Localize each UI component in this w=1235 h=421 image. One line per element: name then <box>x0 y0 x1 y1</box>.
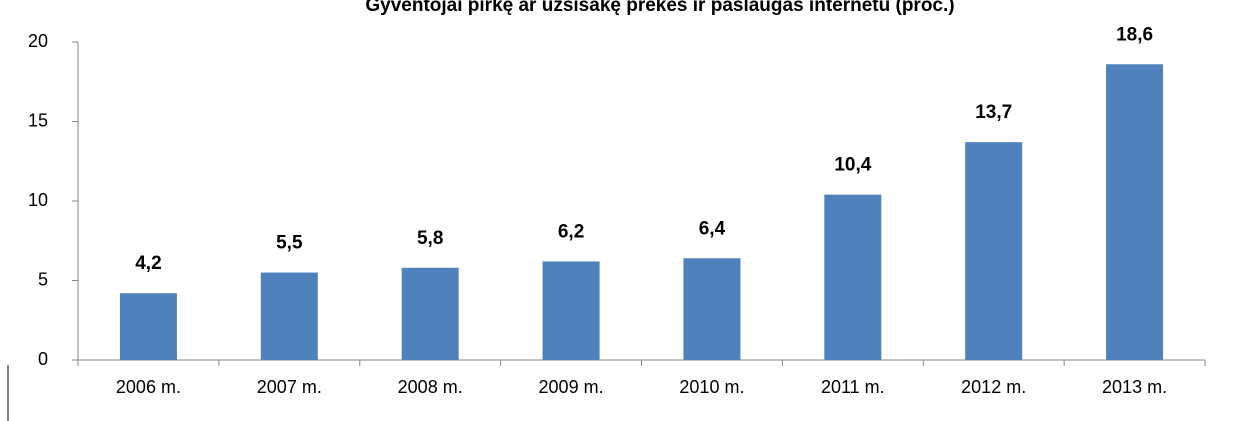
y-tick-label: 5 <box>38 269 48 289</box>
x-tick-label: 2009 m. <box>539 377 604 397</box>
value-label: 5,5 <box>276 233 303 254</box>
bar <box>119 293 177 360</box>
value-label: 10,4 <box>834 155 871 176</box>
bar <box>683 258 741 360</box>
bar <box>1106 64 1164 360</box>
y-tick-label: 10 <box>28 190 48 210</box>
value-label: 6,4 <box>699 218 726 239</box>
value-label: 4,2 <box>135 253 161 274</box>
y-tick-label: 15 <box>28 110 48 130</box>
value-label: 6,2 <box>558 221 584 242</box>
bar <box>824 194 882 360</box>
x-tick-label: 2011 m. <box>821 377 885 397</box>
bar <box>965 142 1023 360</box>
chart-title: Gyventojai pirkę ar užsisakę prekes ir p… <box>365 0 954 16</box>
value-label: 13,7 <box>975 102 1012 123</box>
value-label: 5,8 <box>417 228 443 249</box>
bar <box>542 261 600 360</box>
bar <box>260 272 318 360</box>
bar <box>401 267 459 360</box>
x-tick-label: 2013 m. <box>1102 377 1167 397</box>
y-tick-label: 20 <box>28 31 48 51</box>
x-tick-label: 2006 m. <box>116 377 181 397</box>
x-tick-label: 2010 m. <box>679 377 744 397</box>
x-tick-label: 2012 m. <box>961 377 1026 397</box>
x-tick-label: 2008 m. <box>398 377 463 397</box>
y-tick-label: 0 <box>38 349 48 369</box>
value-label: 18,6 <box>1116 24 1153 45</box>
x-tick-label: 2007 m. <box>257 377 322 397</box>
